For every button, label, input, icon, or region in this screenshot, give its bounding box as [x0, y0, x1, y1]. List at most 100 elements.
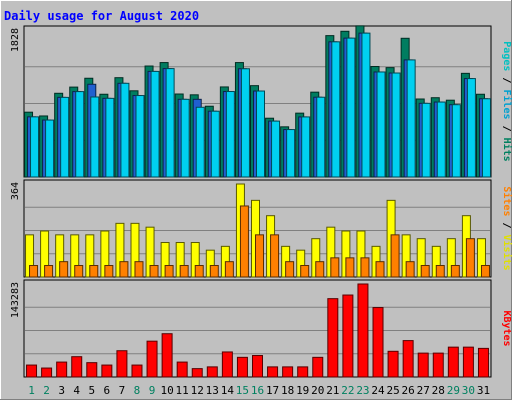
- bar-sites: [330, 257, 340, 278]
- bar-pages: [271, 120, 281, 178]
- bar-pages-day-8: [135, 95, 145, 178]
- bar-pages: [376, 71, 386, 178]
- legend-entry: /: [501, 120, 512, 138]
- x-tick-label-day-26: 26: [402, 384, 415, 397]
- bar-sites-day-5: [89, 265, 99, 278]
- bar-sites-day-24: [375, 261, 385, 278]
- bar-pages: [451, 104, 461, 178]
- x-tick-label-day-9: 9: [149, 384, 156, 397]
- bar-sites-day-30: [465, 238, 475, 278]
- bar-pages: [75, 91, 85, 178]
- bar-sites-day-14: [224, 261, 234, 278]
- bar-pages: [135, 95, 145, 178]
- bar-pages-day-26: [406, 59, 416, 178]
- x-tick-label-day-16: 16: [251, 384, 264, 397]
- bar-sites-day-10: [164, 265, 174, 278]
- bar-sites: [29, 265, 39, 278]
- bar-sites-day-11: [179, 265, 189, 278]
- bar-pages: [361, 32, 371, 178]
- bar-sites-day-15: [239, 205, 249, 278]
- bar-sites: [480, 265, 490, 278]
- bar-pages: [165, 68, 175, 178]
- panel-kbytes-max-label: 143283: [10, 282, 21, 318]
- bar-kbytes-day-2: [41, 367, 53, 378]
- bar-kbytes: [312, 356, 324, 378]
- bar-pages: [286, 129, 296, 178]
- bar-pages-day-13: [210, 110, 220, 178]
- legend-entry: Pages: [501, 41, 512, 71]
- bar-sites: [255, 234, 264, 278]
- bar-pages: [391, 72, 401, 178]
- bar-sites: [360, 257, 370, 278]
- bar-kbytes-day-9: [146, 340, 158, 378]
- legend-entry: Hits: [501, 138, 512, 162]
- bar-pages-day-19: [301, 116, 311, 178]
- bar-sites: [74, 265, 84, 278]
- bar-kbytes-day-17: [267, 366, 279, 378]
- bar-pages-day-14: [225, 91, 235, 178]
- bar-kbytes-day-13: [206, 366, 218, 378]
- bar-kbytes-day-29: [447, 346, 459, 378]
- x-tick-label-day-28: 28: [432, 384, 445, 397]
- bar-pages: [331, 41, 341, 178]
- bar-sites: [59, 261, 69, 278]
- bar-sites-day-23: [360, 257, 370, 278]
- bar-kbytes-day-27: [417, 352, 429, 378]
- bar-pages: [406, 59, 416, 178]
- bar-sites: [134, 261, 144, 278]
- bar-kbytes-day-8: [131, 364, 143, 378]
- bar-pages: [120, 82, 130, 178]
- bar-kbytes: [297, 366, 309, 378]
- x-tick-label-day-3: 3: [58, 384, 65, 397]
- bar-sites: [270, 234, 280, 278]
- bar-kbytes-day-19: [297, 366, 309, 378]
- bar-kbytes: [176, 361, 188, 378]
- x-tick-label-day-22: 22: [341, 384, 354, 397]
- x-tick-label-day-19: 19: [296, 384, 309, 397]
- x-tick-label-day-6: 6: [104, 384, 111, 397]
- bar-pages: [150, 70, 160, 178]
- bar-sites-day-27: [420, 265, 430, 278]
- bar-kbytes: [146, 340, 158, 378]
- bar-sites-day-17: [270, 234, 280, 278]
- bar-sites-day-12: [194, 265, 204, 278]
- bar-pages-day-27: [421, 102, 431, 178]
- bar-kbytes: [116, 350, 128, 378]
- bar-sites-day-21: [330, 257, 340, 278]
- x-tick-label-day-12: 12: [191, 384, 204, 397]
- bar-kbytes-day-18: [282, 366, 294, 378]
- bar-kbytes-day-26: [402, 340, 414, 378]
- x-tick-label-day-5: 5: [88, 384, 95, 397]
- bar-sites-day-18: [285, 261, 295, 278]
- bar-pages: [45, 119, 55, 178]
- x-tick-label-day-2: 2: [43, 384, 50, 397]
- bar-sites-day-31: [480, 265, 490, 278]
- panel-kbytes-legend: KBytes: [501, 310, 512, 346]
- bar-pages: [256, 90, 265, 178]
- bar-pages: [195, 106, 205, 178]
- bar-kbytes: [327, 298, 339, 378]
- bar-kbytes: [41, 367, 53, 378]
- bar-pages: [421, 102, 431, 178]
- bar-pages: [90, 96, 100, 178]
- bar-kbytes: [56, 361, 68, 378]
- legend-entry: /: [501, 216, 512, 234]
- bar-sites: [164, 265, 174, 278]
- bar-pages-day-29: [451, 104, 461, 178]
- bar-pages: [316, 96, 326, 178]
- bar-sites-day-22: [345, 257, 355, 278]
- bar-pages: [105, 97, 115, 178]
- bar-kbytes-day-31: [477, 347, 489, 378]
- bar-kbytes: [462, 346, 474, 378]
- bar-pages-day-1: [30, 116, 40, 178]
- bar-sites: [44, 265, 54, 278]
- bar-pages: [240, 68, 250, 178]
- bar-sites-day-19: [300, 265, 310, 278]
- bar-kbytes: [447, 346, 459, 378]
- x-tick-label-day-31: 31: [477, 384, 490, 397]
- bar-kbytes: [236, 356, 248, 378]
- bar-kbytes: [372, 307, 384, 378]
- bar-kbytes: [477, 347, 489, 378]
- bar-pages-day-7: [120, 82, 130, 178]
- bar-sites: [450, 265, 460, 278]
